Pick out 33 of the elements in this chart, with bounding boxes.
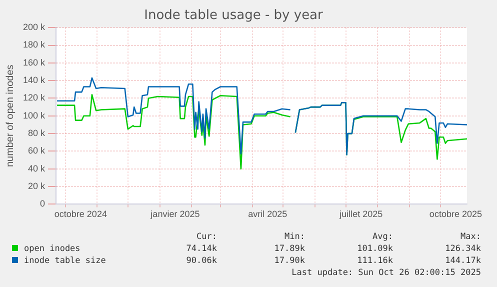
y-tick-label: 140 k — [22, 75, 46, 86]
y-tick-label: 80 k — [28, 128, 46, 138]
text: 126.34k — [444, 243, 481, 255]
chart-title: Inode table usage - by year — [144, 8, 324, 24]
text: Last update: Sun Oct 26 02:00:15 2025 — [290, 267, 481, 279]
y-tick-label: 180 k — [22, 40, 46, 50]
text: 17.89k — [273, 243, 305, 255]
y-tick-label: 120 k — [22, 92, 46, 103]
text: Min: — [284, 231, 305, 243]
text: 74.14k — [185, 243, 217, 255]
text: 90.06k — [185, 255, 217, 267]
text: 101.09k — [356, 243, 393, 255]
y-tick-label: 60 k — [28, 146, 46, 156]
text: Cur: — [196, 231, 217, 243]
y-tick-label: 100 k — [22, 110, 46, 120]
x-tick-label: janvier 2025 — [150, 209, 200, 220]
text: Max: — [460, 231, 481, 243]
x-tick-label: avril 2025 — [248, 209, 288, 220]
y-tick-label: 160 k — [22, 57, 46, 68]
text: 17.90k — [273, 255, 305, 267]
x-tick-label: juillet 2025 — [338, 209, 383, 220]
text: 111.16k — [356, 255, 393, 267]
y-tick-label: 200 k — [22, 22, 46, 32]
text: Avg: — [372, 231, 393, 243]
y-axis-title: number of open inodes — [4, 64, 16, 168]
x-tick-label: octobre 2025 — [429, 209, 482, 220]
legend-label: inode table size — [23, 255, 106, 267]
y-tick-label: 40 k — [28, 163, 46, 174]
text: 144.17k — [444, 255, 481, 267]
legend-label: open inodes — [23, 243, 80, 255]
y-tick-label: 20 k — [28, 181, 46, 192]
y-tick-label: 0 — [40, 198, 46, 209]
x-tick-label: octobre 2024 — [54, 209, 107, 220]
